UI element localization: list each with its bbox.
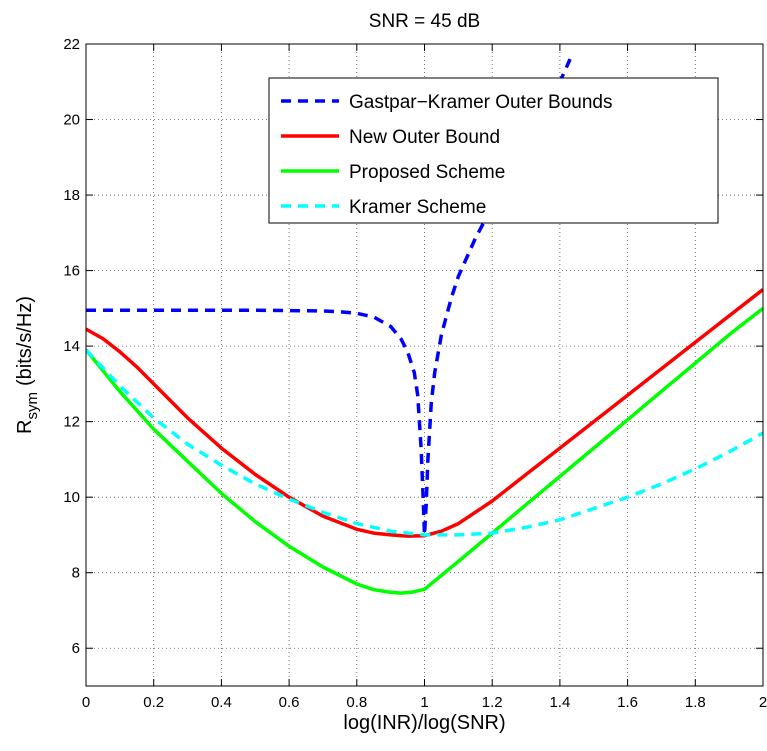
y-tick-label: 6 — [72, 640, 80, 657]
y-axis-label-unit: (bits/s/Hz) — [14, 296, 36, 386]
y-tick-label: 16 — [63, 263, 80, 280]
x-tick-label: 1.2 — [482, 694, 503, 711]
legend: Gastpar−Kramer Outer Bounds New Outer Bou… — [268, 77, 719, 224]
y-axis-label: Rsym (bits/s/Hz) — [14, 296, 41, 434]
legend-label-0: Gastpar−Kramer Outer Bounds — [349, 92, 613, 113]
series-line-0 — [86, 58, 572, 537]
x-tick-label: 0.6 — [279, 694, 300, 711]
series-line-2 — [86, 307, 763, 595]
y-tick-label: 8 — [72, 565, 80, 582]
legend-label-2: Proposed Scheme — [349, 162, 505, 183]
ticks — [85, 43, 764, 686]
chart-title: SNR = 45 dB — [369, 11, 480, 32]
x-tick-label: 1.8 — [685, 694, 706, 711]
x-tick-label: 0 — [82, 694, 90, 711]
tick-labels: 0 0.2 0.4 0.6 0.8 1 1.2 1.4 1.6 1.8 2 6 8 10 12 14 16 18 2… — [63, 36, 767, 711]
series-line-1 — [86, 288, 763, 538]
x-tick-label: 1.4 — [549, 694, 570, 711]
x-tick-label: 2 — [759, 694, 767, 711]
legend-label-3: Kramer Scheme — [349, 197, 486, 218]
x-tick-label: 1.6 — [617, 694, 638, 711]
x-tick-label: 0.2 — [143, 694, 164, 711]
y-tick-label: 20 — [63, 112, 80, 129]
y-tick-label: 10 — [63, 489, 80, 506]
x-axis-label: log(INR)/log(SNR) — [343, 712, 505, 734]
legend-label-1: New Outer Bound — [349, 127, 500, 148]
y-tick-label: 14 — [63, 338, 80, 355]
series-group — [86, 58, 763, 595]
x-tick-label: 0.4 — [211, 694, 232, 711]
y-axis-label-sub: sym — [24, 392, 41, 420]
y-tick-label: 22 — [63, 36, 80, 53]
plot-area — [86, 58, 763, 595]
grid — [86, 44, 763, 686]
x-tick-label: 0.8 — [346, 694, 367, 711]
legend-box — [268, 77, 719, 224]
series-line-3 — [86, 348, 763, 537]
y-tick-label: 12 — [63, 414, 80, 431]
x-tick-label: 1 — [420, 694, 428, 711]
y-tick-label: 18 — [63, 187, 80, 204]
y-axis-label-main: R — [14, 420, 36, 434]
